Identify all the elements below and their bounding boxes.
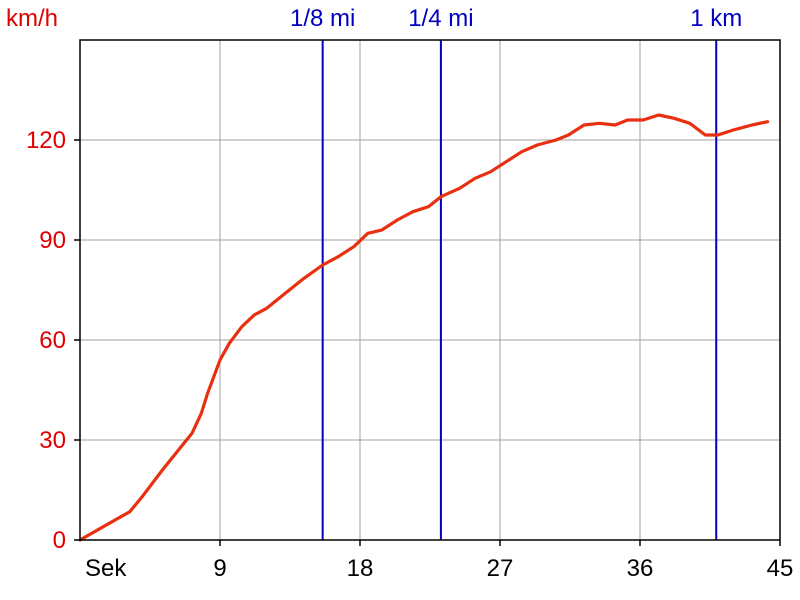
- speed-series: [78, 113, 770, 542]
- y-tick-label: 0: [53, 527, 66, 554]
- y-tick-label: 30: [39, 427, 66, 454]
- grid: [80, 40, 781, 541]
- distance-marker-label: 1/8 mi: [290, 5, 355, 32]
- y-tick-label: 90: [39, 227, 66, 254]
- x-tick-label: 27: [487, 555, 514, 582]
- x-tick-label: 36: [627, 555, 654, 582]
- x-axis-unit-label: Sek: [85, 555, 127, 582]
- distance-markers: 1/8 mi 1/4 mi 1 km: [290, 5, 742, 540]
- distance-marker-label: 1 km: [690, 5, 742, 32]
- x-tick-label: 45: [767, 555, 794, 582]
- y-axis-ticks: 0 30 60 90 120: [26, 127, 80, 554]
- y-axis-unit-label: km/h: [6, 5, 58, 32]
- x-tick-label: 18: [347, 555, 374, 582]
- x-tick-label: 9: [213, 555, 226, 582]
- x-axis-ticks: 9 18 27 36 45: [213, 540, 793, 582]
- distance-marker-label: 1/4 mi: [408, 5, 473, 32]
- speed-line: [78, 113, 770, 542]
- y-tick-label: 60: [39, 327, 66, 354]
- y-tick-label: 120: [26, 127, 66, 154]
- plot-frame: [79, 39, 781, 541]
